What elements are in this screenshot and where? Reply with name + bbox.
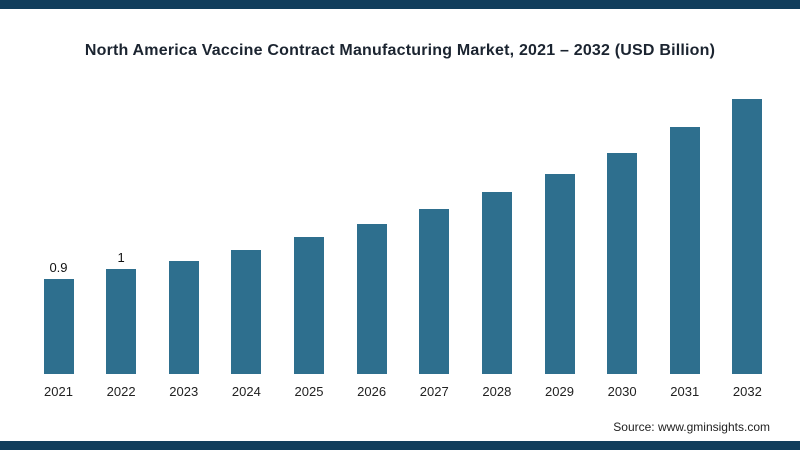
x-tick-label: 2027	[419, 384, 449, 399]
bar-group: 0.9 2021	[28, 260, 89, 400]
chart-title: North America Vaccine Contract Manufactu…	[84, 42, 716, 59]
bar-group: 2032	[717, 80, 778, 400]
bar-chart-plot-area: 0.9 2021 1 2022 2023 2024 2025 2026 2027 2028 2029…	[28, 80, 778, 400]
bar	[106, 269, 137, 374]
x-tick-label: 2028	[482, 384, 512, 399]
x-tick-label: 2031	[670, 384, 700, 399]
source-attribution: Source: www.gminsights.com	[613, 420, 770, 434]
bar	[168, 261, 199, 374]
bar	[419, 209, 450, 374]
bar-group: 2029	[529, 155, 590, 400]
x-tick-label: 2024	[231, 384, 261, 399]
bar	[732, 99, 763, 374]
x-tick-label: 2025	[294, 384, 324, 399]
x-tick-label: 2030	[607, 384, 637, 399]
bar-group: 2027	[404, 190, 465, 400]
x-tick-label: 2032	[732, 384, 762, 399]
bar	[231, 250, 262, 374]
bar-group: 2028	[466, 173, 527, 400]
bar-group: 2023	[153, 242, 214, 400]
bar-group: 2031	[654, 108, 715, 400]
bar-group: 2030	[592, 134, 653, 400]
bar-group: 1 2022	[91, 250, 152, 400]
bar	[669, 127, 700, 374]
x-tick-label: 2029	[545, 384, 574, 399]
top-border	[0, 0, 800, 9]
bar	[294, 237, 324, 374]
bar-value-label: 0.9	[49, 260, 68, 275]
bar-group: 2026	[341, 205, 402, 400]
x-tick-label: 2022	[106, 384, 136, 399]
bar	[544, 174, 575, 374]
x-tick-label: 2026	[357, 384, 387, 399]
bar-value-label: 1	[117, 250, 125, 265]
bar-group: 2025	[279, 218, 340, 400]
bar	[607, 153, 638, 374]
x-tick-label: 2023	[169, 384, 199, 399]
bar	[356, 224, 387, 374]
bottom-border	[0, 441, 800, 450]
bar-group: 2024	[216, 231, 277, 400]
bar	[481, 192, 512, 374]
x-tick-label: 2021	[44, 384, 73, 399]
bar	[43, 279, 74, 374]
